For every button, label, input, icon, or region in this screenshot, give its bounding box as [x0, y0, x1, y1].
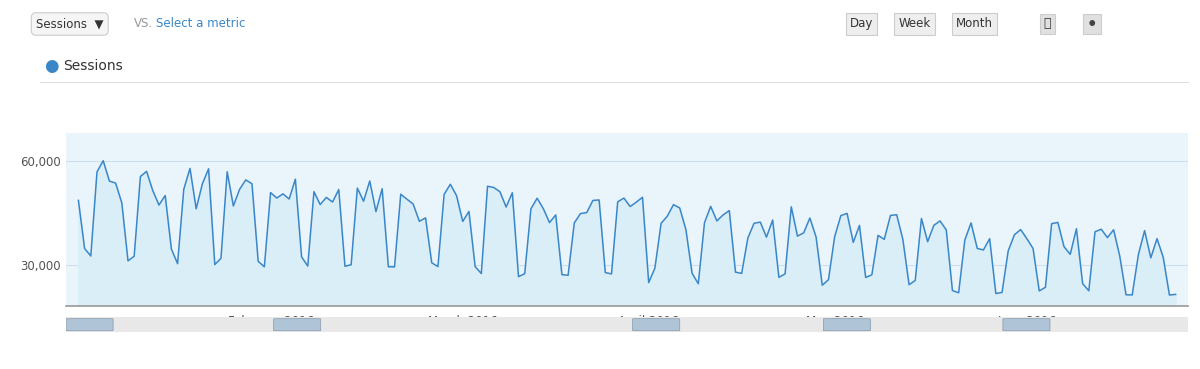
FancyBboxPatch shape	[66, 319, 113, 331]
FancyBboxPatch shape	[1003, 319, 1050, 331]
Text: VS.: VS.	[134, 17, 154, 31]
Text: Day: Day	[850, 17, 874, 31]
Text: Sessions: Sessions	[64, 59, 124, 73]
Text: ●: ●	[43, 58, 59, 75]
Text: Month: Month	[956, 17, 992, 31]
Text: ⚫: ⚫	[1087, 17, 1097, 31]
FancyBboxPatch shape	[823, 319, 870, 331]
FancyBboxPatch shape	[632, 319, 679, 331]
FancyBboxPatch shape	[274, 319, 320, 331]
Text: 📈: 📈	[1044, 17, 1051, 31]
Text: Week: Week	[899, 17, 930, 31]
Text: Select a metric: Select a metric	[156, 17, 245, 31]
Text: Sessions  ▼: Sessions ▼	[36, 17, 103, 31]
